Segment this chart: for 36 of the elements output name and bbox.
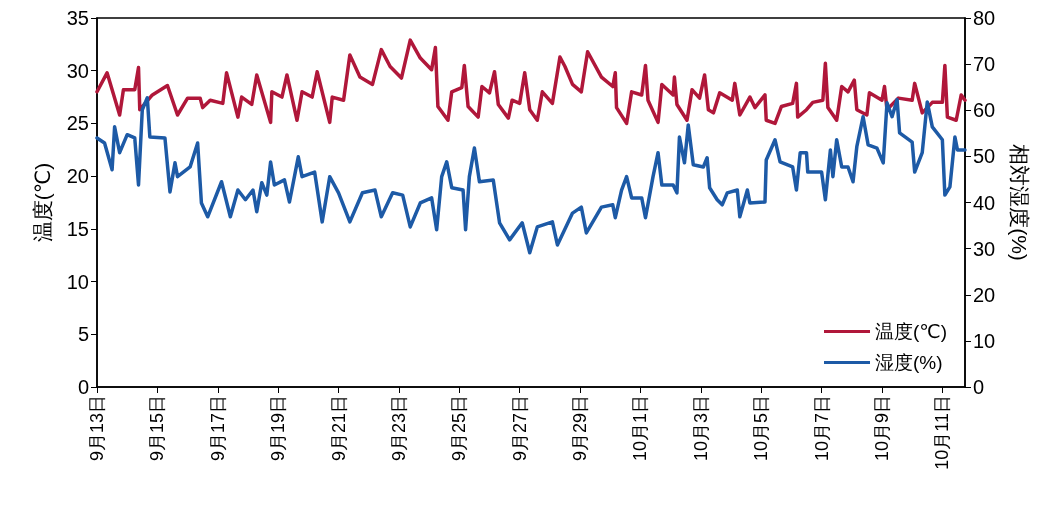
y-tick-label: 30 <box>66 59 89 82</box>
y2-tick-label: 20 <box>973 283 996 306</box>
legend-label: 湿度(%) <box>875 352 943 373</box>
legend-label: 温度(℃) <box>875 321 948 342</box>
x-tick-label: 10月9日 <box>871 395 892 462</box>
y-tick-label: 0 <box>77 376 89 398</box>
x-tick-label: 10月11日 <box>932 395 953 470</box>
y2-tick-label: 30 <box>973 237 996 260</box>
x-tick-label: 9月27日 <box>509 395 530 462</box>
y2-tick-label: 50 <box>973 145 996 168</box>
x-tick-label: 10月1日 <box>630 395 651 462</box>
y-axis-title: 温度(℃) <box>31 162 54 243</box>
x-tick-label: 9月21日 <box>328 395 349 462</box>
x-tick-label: 9月29日 <box>570 395 591 462</box>
x-tick-label: 9月23日 <box>388 395 409 462</box>
y2-tick-label: 60 <box>973 99 996 122</box>
x-tick-label: 9月13日 <box>87 395 107 462</box>
y-tick-label: 15 <box>66 217 89 240</box>
x-tick-label: 10月5日 <box>751 395 772 462</box>
y-tick-label: 35 <box>66 7 89 29</box>
y-tick-label: 25 <box>66 112 89 135</box>
x-tick-label: 9月19日 <box>268 395 289 462</box>
x-tick-label: 9月25日 <box>449 395 470 462</box>
x-tick-label: 10月7日 <box>811 395 832 462</box>
x-tick-label: 9月17日 <box>207 395 228 462</box>
y2-tick-label: 10 <box>973 329 996 352</box>
y-tick-label: 20 <box>66 165 89 188</box>
x-tick-label: 9月15日 <box>147 395 168 462</box>
y2-axis-title: 相対湿度(%) <box>1008 144 1031 261</box>
y-tick-label: 5 <box>77 323 89 346</box>
y2-tick-label: 70 <box>973 53 996 76</box>
y2-tick-label: 40 <box>973 191 996 214</box>
y-tick-label: 10 <box>66 270 89 293</box>
y2-tick-label: 0 <box>973 376 985 398</box>
y2-tick-label: 80 <box>973 7 996 29</box>
x-tick-label: 10月3日 <box>690 395 711 462</box>
